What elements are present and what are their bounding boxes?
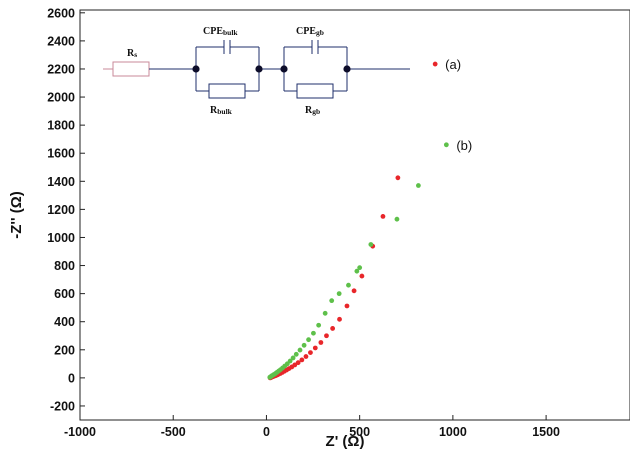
series-a — [267, 61, 438, 381]
data-point — [337, 316, 342, 322]
data-point — [346, 282, 351, 288]
data-point — [312, 345, 318, 351]
data-series — [267, 61, 449, 381]
x-axis-ticks: -1000 -500 0 500 1000 1500 — [64, 415, 560, 439]
y-tick-label: 1000 — [47, 231, 75, 245]
series-label: (b) — [456, 138, 472, 153]
resistor-r-bulk — [208, 83, 246, 99]
y-tick-label: 1600 — [47, 147, 75, 161]
y-tick-label: -200 — [50, 399, 75, 413]
node-4 — [343, 65, 351, 73]
data-point — [295, 360, 301, 366]
data-point — [432, 61, 438, 67]
x-axis-label: Z' (Ω) — [326, 433, 365, 449]
data-point — [311, 330, 316, 336]
y-tick-label: 600 — [54, 287, 75, 301]
data-point — [368, 242, 374, 247]
y-tick-label: 2400 — [47, 34, 75, 48]
label-r-bulk: Rbulk — [210, 105, 233, 116]
data-point — [380, 214, 386, 219]
data-point — [394, 216, 400, 222]
data-point — [330, 326, 336, 331]
data-point — [297, 347, 303, 353]
data-point — [344, 303, 350, 309]
label-cpe-bulk: CPEbulk — [203, 26, 238, 37]
data-point — [301, 342, 307, 348]
data-point — [443, 142, 449, 148]
y-tick-label: 1200 — [47, 203, 75, 217]
x-tick-label: -1000 — [64, 425, 96, 439]
data-point — [322, 310, 328, 316]
data-point — [308, 350, 313, 356]
data-point — [306, 337, 311, 343]
data-point — [287, 358, 293, 364]
x-tick-label: -500 — [161, 425, 186, 439]
y-tick-label: 2600 — [47, 6, 75, 20]
data-point — [351, 288, 357, 294]
data-point — [336, 291, 342, 297]
data-point — [354, 268, 360, 274]
y-tick-label: 200 — [54, 343, 75, 357]
y-tick-label: 800 — [54, 259, 75, 273]
data-point — [357, 265, 363, 271]
x-tick-label: 0 — [263, 425, 270, 439]
data-point — [329, 298, 335, 304]
y-axis-label: -Z'' (Ω) — [8, 191, 25, 238]
y-tick-label: 0 — [68, 371, 75, 385]
y-tick-label: 1400 — [47, 175, 75, 189]
data-point — [290, 355, 296, 361]
label-cpe-gb: CPEgb — [296, 26, 324, 37]
y-tick-label: 1800 — [47, 119, 75, 133]
label-r-gb: Rgb — [305, 105, 320, 116]
resistor-rs — [112, 61, 150, 77]
data-point — [299, 357, 305, 363]
y-tick-label: 2000 — [47, 91, 75, 105]
resistor-r-gb — [296, 83, 334, 99]
series-label: (a) — [445, 57, 461, 72]
label-rs: Rs — [127, 48, 137, 59]
data-point — [359, 273, 365, 279]
x-tick-label: 500 — [349, 425, 370, 439]
data-point — [293, 351, 299, 357]
data-point — [303, 354, 309, 359]
node-1 — [192, 65, 200, 73]
data-point — [415, 183, 421, 188]
plot-frame — [79, 9, 630, 421]
data-point — [324, 333, 329, 339]
equivalent-circuit-inset — [103, 40, 410, 99]
y-tick-label: 2200 — [47, 62, 75, 76]
series-b — [267, 142, 449, 380]
data-point — [318, 340, 324, 345]
node-3 — [280, 65, 288, 73]
y-tick-label: 400 — [54, 315, 75, 329]
x-tick-label: 1000 — [439, 425, 467, 439]
data-point — [395, 175, 401, 181]
data-point — [316, 322, 322, 328]
y-axis-ticks: -200 0 200 400 600 800 1000 1200 1400 1600 1800 200… — [47, 6, 85, 413]
x-tick-label: 1500 — [532, 425, 560, 439]
node-2 — [255, 65, 263, 73]
series-labels: (a) (b) — [445, 57, 472, 153]
